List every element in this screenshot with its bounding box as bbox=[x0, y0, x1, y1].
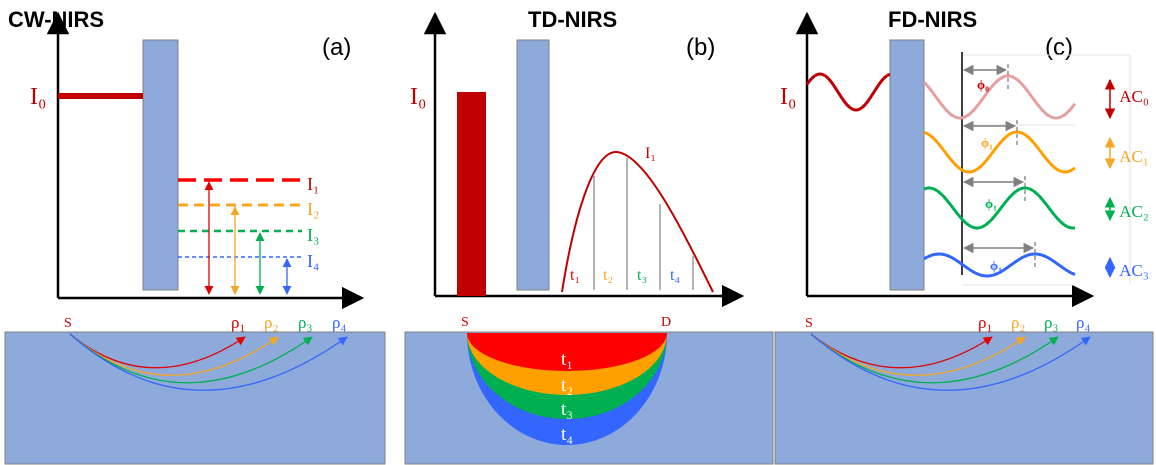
label: ϕ₀ bbox=[977, 77, 989, 92]
bins bbox=[593, 158, 694, 290]
label: I₄ bbox=[307, 251, 319, 271]
detected-wave bbox=[923, 252, 1076, 278]
label: ρ₄ bbox=[1076, 313, 1090, 332]
label: I₂ bbox=[307, 199, 319, 219]
label: ρ₃ bbox=[298, 313, 312, 332]
tissue-slab bbox=[516, 39, 550, 291]
label: AC₁ bbox=[1119, 147, 1149, 166]
label: S bbox=[64, 316, 72, 331]
detected-wave bbox=[923, 186, 1076, 230]
label: ρ₃ bbox=[1044, 313, 1058, 332]
pulse bbox=[457, 92, 486, 296]
label: ϕ₁ bbox=[981, 135, 993, 150]
label: D bbox=[661, 315, 671, 330]
tissue bbox=[774, 331, 1154, 465]
label: I₀ bbox=[410, 84, 426, 110]
label: t₂ bbox=[561, 375, 573, 396]
photon-path bbox=[810, 333, 1059, 384]
tag: (a) bbox=[322, 34, 351, 61]
label: ρ₂ bbox=[1011, 313, 1025, 332]
label: I₃ bbox=[307, 225, 319, 245]
label: t₃ bbox=[561, 399, 573, 420]
source-wave bbox=[805, 72, 891, 112]
label: t₁ bbox=[570, 267, 580, 284]
label: ρ₄ bbox=[332, 313, 346, 332]
label: I₁ bbox=[645, 145, 656, 162]
panel-cw: CW-NIRS (a) I₀ I₁ I₂ I₃ I₄ S ρ₁ ρ₂ ρ₃ ρ₄ bbox=[4, 7, 386, 465]
label: t₂ bbox=[603, 267, 613, 284]
title: FD-NIRS bbox=[888, 7, 977, 32]
tpsf-curve bbox=[561, 150, 714, 293]
label: AC₀ bbox=[1119, 87, 1149, 106]
label: ρ₁ bbox=[231, 313, 245, 332]
detected-wave bbox=[923, 130, 1076, 174]
photon-path bbox=[810, 333, 993, 369]
label: I₀ bbox=[780, 84, 796, 110]
panel-fd: FD-NIRS (c) I₀ AC₀ AC₁ AC₂ AC₃ ϕ₀ ϕ₁ ϕ₁ … bbox=[774, 7, 1154, 465]
label: AC₃ bbox=[1119, 261, 1149, 280]
label: S bbox=[805, 316, 813, 331]
photon-path bbox=[69, 333, 348, 391]
title: TD-NIRS bbox=[528, 7, 617, 32]
label: I₁ bbox=[307, 174, 319, 194]
label: ϕ₁ bbox=[985, 196, 997, 211]
label: AC₂ bbox=[1119, 202, 1149, 221]
layer bbox=[467, 333, 667, 371]
photon-path bbox=[69, 333, 313, 384]
tag: (b) bbox=[686, 34, 715, 61]
label: I₀ bbox=[30, 84, 46, 110]
label: ρ₂ bbox=[264, 313, 278, 332]
paths bbox=[810, 333, 1091, 391]
tag: (c) bbox=[1045, 34, 1073, 61]
layer-labels: t₁ t₂ t₃ t₄ bbox=[561, 349, 573, 445]
paths bbox=[69, 333, 348, 391]
photon-path bbox=[810, 333, 1091, 391]
label: t₄ bbox=[561, 424, 573, 445]
tissue-slab bbox=[142, 39, 179, 291]
tissue-slab bbox=[889, 39, 925, 291]
photon-path bbox=[810, 333, 1026, 376]
phase-labels: ϕ₀ ϕ₁ ϕ₁ ϕ₁ bbox=[977, 77, 1002, 273]
panel-td: TD-NIRS (b) I₀ I₁ t₁ t₂ t₃ t₄ S D t₁ t₂ … bbox=[404, 7, 774, 465]
label: ϕ₁ bbox=[990, 258, 1002, 273]
ac-labels: AC₀ AC₁ AC₂ AC₃ bbox=[1119, 87, 1149, 280]
title: CW-NIRS bbox=[8, 7, 104, 32]
label: ρ₁ bbox=[978, 313, 992, 332]
detected-wave bbox=[922, 74, 1077, 120]
label: S bbox=[461, 315, 469, 330]
label: t₄ bbox=[670, 267, 680, 284]
photon-path bbox=[69, 333, 246, 369]
tissue bbox=[4, 331, 386, 465]
label: t₁ bbox=[561, 349, 573, 370]
label: t₃ bbox=[637, 267, 647, 284]
